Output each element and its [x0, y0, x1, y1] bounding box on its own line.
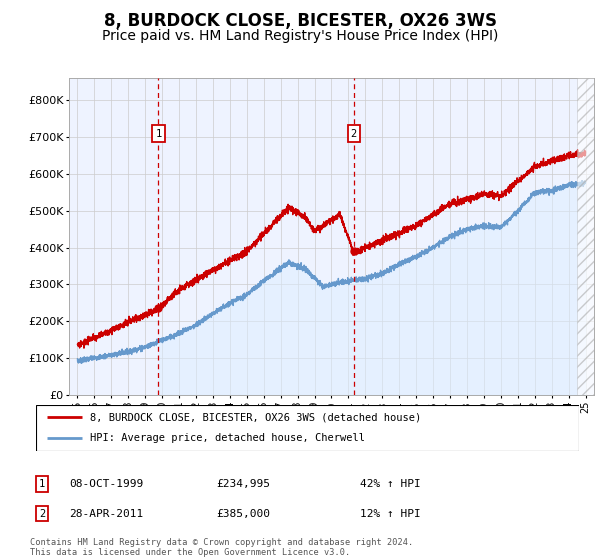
Text: Contains HM Land Registry data © Crown copyright and database right 2024.
This d: Contains HM Land Registry data © Crown c…: [30, 538, 413, 557]
Text: 12% ↑ HPI: 12% ↑ HPI: [360, 508, 421, 519]
Text: 28-APR-2011: 28-APR-2011: [69, 508, 143, 519]
Bar: [577, 78, 596, 395]
Text: 1: 1: [155, 129, 161, 138]
Text: 1: 1: [39, 479, 45, 489]
Text: 2: 2: [39, 508, 45, 519]
Text: 08-OCT-1999: 08-OCT-1999: [69, 479, 143, 489]
Text: 42% ↑ HPI: 42% ↑ HPI: [360, 479, 421, 489]
Text: 8, BURDOCK CLOSE, BICESTER, OX26 3WS (detached house): 8, BURDOCK CLOSE, BICESTER, OX26 3WS (de…: [91, 412, 422, 422]
Text: £385,000: £385,000: [216, 508, 270, 519]
Text: Price paid vs. HM Land Registry's House Price Index (HPI): Price paid vs. HM Land Registry's House …: [102, 29, 498, 43]
Text: 2: 2: [351, 129, 357, 138]
Text: £234,995: £234,995: [216, 479, 270, 489]
Text: 8, BURDOCK CLOSE, BICESTER, OX26 3WS: 8, BURDOCK CLOSE, BICESTER, OX26 3WS: [104, 12, 497, 30]
Text: HPI: Average price, detached house, Cherwell: HPI: Average price, detached house, Cher…: [91, 433, 365, 444]
